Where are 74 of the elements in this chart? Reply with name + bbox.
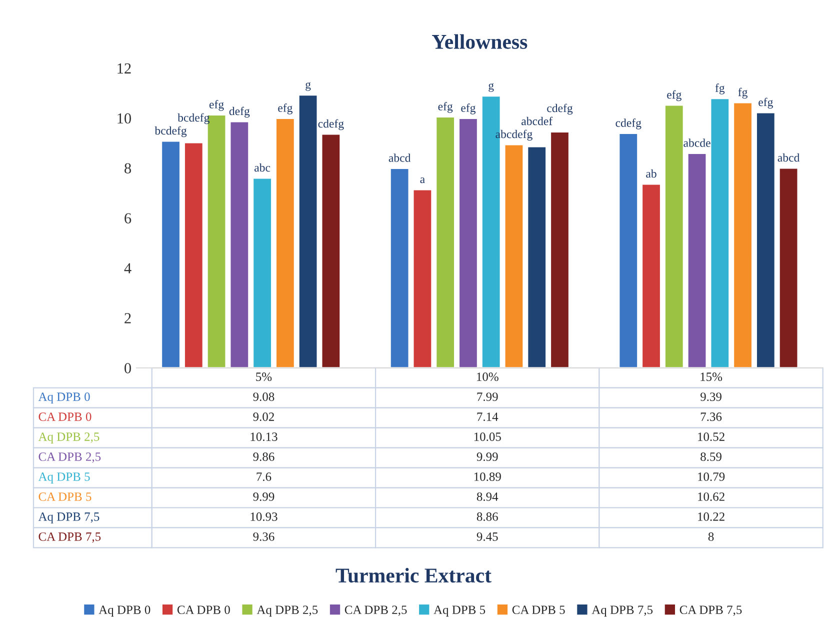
annotation: abc (254, 163, 270, 172)
x-tick-label: 10% (477, 372, 498, 382)
data-label: 8.59 (700, 452, 722, 461)
annotation: g (306, 82, 311, 91)
data-label: 10.05 (474, 432, 501, 441)
text: CA DPB 0 (38, 412, 92, 421)
data-label: 7.14 (477, 412, 498, 422)
y-tick-label: 0 (124, 363, 132, 374)
annotation: g (488, 83, 494, 92)
annotation: cdefg (318, 119, 344, 130)
annotation: efg (667, 90, 682, 102)
text: Aq DPB 0 (38, 392, 90, 404)
annotation: bcdefg (154, 126, 187, 138)
annotation: fg (738, 88, 748, 99)
annotation: cdefg (547, 104, 573, 115)
data-label: 8.94 (476, 492, 498, 501)
data-label: 9.08 (253, 392, 274, 402)
text: CA DPB 5 (38, 492, 92, 501)
y-tick-label: 10 (118, 113, 132, 124)
data-label: 7.6 (256, 472, 272, 481)
data-label: 9.36 (253, 532, 274, 541)
annotation: efg (438, 102, 453, 113)
legend-label: CA DPB 7,5 (680, 606, 742, 616)
text: Turmeric Extract (336, 568, 492, 583)
data-label: 9.39 (700, 392, 722, 402)
annotation: fg (715, 84, 725, 94)
data-label: 8.86 (476, 512, 498, 521)
annotation: cdefg (616, 118, 642, 130)
y-tick-label: 6 (124, 213, 132, 224)
legend-label: Aq DPB 5 (434, 606, 486, 617)
data-label: 10.79 (698, 472, 725, 481)
annotation: abcd (388, 154, 411, 162)
y-tick-label: 8 (124, 163, 132, 174)
chart-title: Yellowness (432, 34, 528, 49)
annotation: ab (646, 169, 656, 178)
text: Aq DPB 2,5 (38, 432, 100, 444)
data-label: 10.13 (250, 432, 278, 441)
annotation: efg (758, 98, 773, 109)
legend-label: CA DPB 0 (177, 606, 230, 614)
data-label: 9.02 (253, 412, 274, 422)
data-label: 7.99 (477, 392, 498, 402)
annotation: abcd (778, 153, 800, 162)
data-label: 9.86 (253, 452, 274, 461)
data-label: 10.93 (250, 512, 278, 521)
data-label: 10.89 (474, 472, 501, 481)
y-tick-label: 2 (124, 313, 131, 324)
data-label: 9.99 (253, 492, 274, 501)
x-tick-label: 15% (700, 372, 722, 382)
legend-label: Aq DPB 2,5 (256, 606, 318, 617)
text: CA DPB 7,5 (38, 532, 101, 543)
data-label: 10.22 (698, 512, 724, 521)
legend-label: Aq DPB 0 (98, 606, 150, 617)
data-label: 8 (708, 532, 714, 541)
annotation: efg (209, 100, 224, 111)
legend-label: CA DPB 2,5 (344, 606, 407, 616)
annotation: abcde (684, 138, 710, 147)
text: CA DPB 2,5 (38, 452, 101, 463)
legend-label: Aq DPB 7,5 (592, 606, 653, 617)
y-tick-label: 4 (124, 263, 132, 274)
annotation: a (420, 177, 425, 184)
data-label: 9.45 (476, 532, 498, 541)
data-label: 9.99 (476, 452, 498, 461)
annotation: defg (229, 106, 250, 118)
y-tick-label: 12 (118, 63, 131, 74)
annotation: efg (461, 103, 476, 114)
annotation: abcdef (522, 116, 553, 126)
legend-label: CA DPB 5 (512, 606, 565, 614)
text: Aq DPB 5 (38, 472, 90, 484)
data-label: 10.52 (698, 432, 724, 441)
text: Aq DPB 7,5 (38, 512, 100, 524)
annotation: efg (278, 103, 292, 114)
data-label: 10.62 (698, 492, 724, 501)
data-label: 7.36 (700, 412, 722, 422)
x-tick-label: 5% (256, 372, 272, 382)
